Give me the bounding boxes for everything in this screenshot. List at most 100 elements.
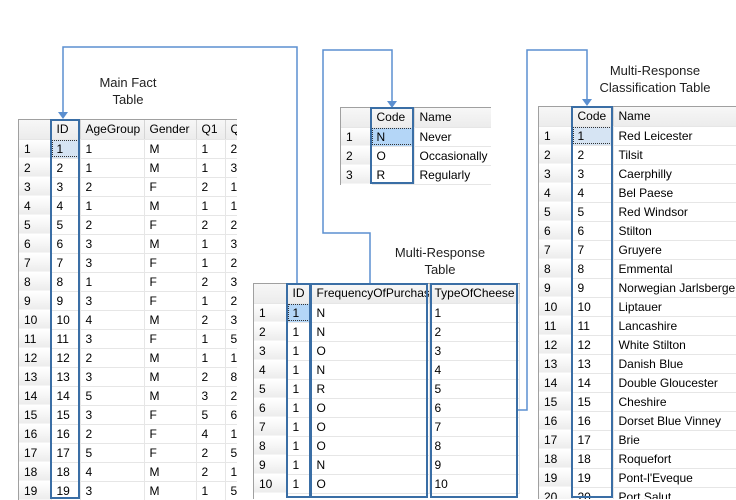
table-cell[interactable]: M <box>144 310 197 330</box>
row-header[interactable]: 6 <box>254 398 288 418</box>
table-row[interactable]: 2 2 Tilsit <box>539 145 736 165</box>
table-cell[interactable]: White Stilton <box>613 335 736 355</box>
table-cell[interactable]: 16 <box>51 424 81 444</box>
table-cell[interactable]: 2 <box>196 310 226 330</box>
table-row[interactable]: 1 N Never <box>341 127 491 147</box>
table-cell[interactable]: 6 <box>51 234 81 254</box>
row-header[interactable]: 9 <box>254 455 288 475</box>
classification-table[interactable]: Code Name 1 1 Red Leicester 2 2 Tilsit 3 3 Caerphi… <box>538 106 736 499</box>
row-header[interactable]: 18 <box>19 462 52 482</box>
row-header[interactable]: 2 <box>341 146 372 166</box>
table-cell[interactable]: 2 <box>80 177 145 197</box>
table-cell[interactable]: 8 <box>51 272 81 292</box>
table-row[interactable]: 20 20 Port Salut <box>539 487 736 499</box>
row-header[interactable]: 13 <box>539 354 573 374</box>
table-cell[interactable]: O <box>311 436 430 456</box>
table-cell[interactable]: 5 <box>80 386 145 406</box>
table-cell[interactable]: Tilsit <box>613 145 736 165</box>
row-header[interactable]: 2 <box>539 145 573 165</box>
row-header[interactable]: 9 <box>539 278 573 298</box>
table-row[interactable]: 11 11 Lancashire <box>539 316 736 336</box>
table-cell[interactable]: 4 <box>51 196 81 216</box>
table-cell[interactable]: 3 <box>80 253 145 273</box>
table-row[interactable]: 10 1 O 10 <box>254 474 520 494</box>
multi-response-table-grid[interactable]: ID FrequencyOfPurchase TypeOfCheese 1 1 N 1 2 1 N… <box>254 284 520 494</box>
table-cell[interactable]: 2 <box>196 462 226 482</box>
table-cell[interactable]: O <box>371 146 415 166</box>
table-cell[interactable]: 8 <box>572 259 614 279</box>
table-row[interactable]: 18 18 Roquefort <box>539 449 736 469</box>
table-cell[interactable]: 2 <box>80 215 145 235</box>
table-cell[interactable]: O <box>311 474 430 494</box>
row-header[interactable]: 20 <box>539 487 573 499</box>
table-row[interactable]: 10 10 Liptauer <box>539 297 736 317</box>
column-header[interactable]: Code <box>572 107 614 127</box>
table-row[interactable]: 9 9 Norwegian Jarlsberger <box>539 278 736 298</box>
table-cell[interactable]: 3 <box>225 272 237 292</box>
row-header[interactable]: 3 <box>254 341 288 361</box>
table-cell[interactable]: 9 <box>51 291 81 311</box>
table-cell[interactable]: 3 <box>80 329 145 349</box>
table-cell[interactable]: F <box>144 443 197 463</box>
row-header[interactable]: 8 <box>254 436 288 456</box>
row-header[interactable]: 19 <box>539 468 573 488</box>
table-cell[interactable]: Regularly <box>414 165 491 185</box>
table-cell[interactable]: 5 <box>572 202 614 222</box>
table-row[interactable]: 12 12 White Stilton <box>539 335 736 355</box>
table-cell[interactable]: N <box>311 455 430 475</box>
table-cell[interactable]: 15 <box>51 405 81 425</box>
table-cell[interactable]: M <box>144 158 197 178</box>
table-cell[interactable]: 12 <box>572 335 614 355</box>
table-row[interactable]: 3 R Regularly <box>341 165 491 185</box>
table-cell[interactable]: 4 <box>80 462 145 482</box>
table-cell[interactable]: R <box>311 379 430 399</box>
row-header[interactable]: 2 <box>254 322 288 342</box>
table-cell[interactable]: 1 <box>225 196 237 216</box>
row-header[interactable]: 7 <box>539 240 573 260</box>
table-cell[interactable]: 9 <box>572 278 614 298</box>
table-row[interactable]: 12 12 2 M 1 1 <box>19 348 237 368</box>
table-cell[interactable]: M <box>144 462 197 482</box>
table-cell[interactable]: 1 <box>225 424 237 444</box>
column-header[interactable]: Q2 <box>225 120 237 140</box>
row-header[interactable]: 17 <box>539 430 573 450</box>
column-header[interactable]: ID <box>51 120 81 140</box>
table-cell[interactable]: Port Salut <box>613 487 736 499</box>
row-header[interactable]: 11 <box>539 316 573 336</box>
table-cell[interactable]: 11 <box>51 329 81 349</box>
table-cell[interactable]: 3 <box>225 158 237 178</box>
table-cell[interactable]: M <box>144 234 197 254</box>
frequency-code-table[interactable]: Code Name 1 N Never 2 O Occasionally 3 R Regularly <box>340 107 491 185</box>
table-cell[interactable]: F <box>144 215 197 235</box>
table-cell[interactable]: Bel Paese <box>613 183 736 203</box>
table-cell[interactable]: 9 <box>429 455 520 475</box>
table-cell[interactable]: 1 <box>287 455 312 475</box>
table-cell[interactable]: Danish Blue <box>613 354 736 374</box>
table-cell[interactable]: 3 <box>80 291 145 311</box>
row-header[interactable]: 1 <box>19 139 52 159</box>
table-cell[interactable]: N <box>311 360 430 380</box>
row-header[interactable]: 15 <box>19 405 52 425</box>
table-cell[interactable]: 2 <box>80 424 145 444</box>
table-cell[interactable]: Norwegian Jarlsberger <box>613 278 736 298</box>
row-header[interactable]: 5 <box>254 379 288 399</box>
table-cell[interactable]: 1 <box>287 474 312 494</box>
table-row[interactable]: 13 13 3 M 2 8 <box>19 367 237 387</box>
row-header[interactable]: 7 <box>19 253 52 273</box>
table-cell[interactable]: O <box>311 398 430 418</box>
row-header[interactable]: 5 <box>19 215 52 235</box>
table-row[interactable]: 7 7 Gruyere <box>539 240 736 260</box>
table-cell[interactable]: 4 <box>572 183 614 203</box>
table-cell[interactable]: 5 <box>196 405 226 425</box>
table-cell[interactable]: 1 <box>80 272 145 292</box>
table-cell[interactable]: 18 <box>51 462 81 482</box>
table-row[interactable]: 14 14 Double Gloucester <box>539 373 736 393</box>
